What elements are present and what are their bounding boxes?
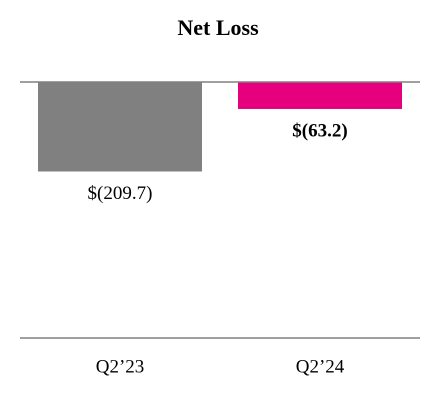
chart-title: Net Loss (177, 15, 259, 40)
x-tick-label: Q2’23 (96, 356, 145, 377)
bar (238, 82, 402, 109)
bar (38, 82, 202, 172)
value-label: $(209.7) (88, 183, 153, 204)
value-label: $(63.2) (292, 120, 347, 141)
x-tick-label: Q2’24 (296, 356, 345, 377)
